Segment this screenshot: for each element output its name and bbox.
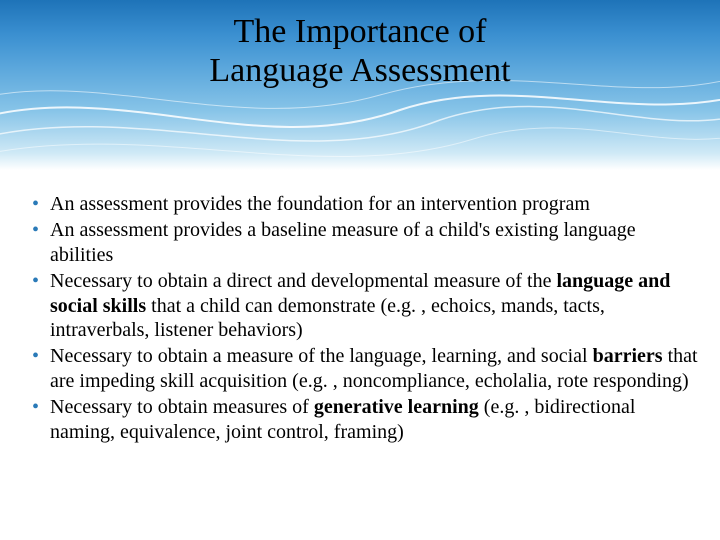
slide-body: An assessment provides the foundation fo… bbox=[28, 192, 702, 446]
slide-title: The Importance of Language Assessment bbox=[0, 12, 720, 90]
bullet-item: Necessary to obtain a measure of the lan… bbox=[28, 344, 702, 393]
bullet-text-bold: barriers bbox=[593, 345, 663, 367]
bullet-item: Necessary to obtain measures of generati… bbox=[28, 395, 702, 444]
bullet-text-pre: Necessary to obtain a direct and develop… bbox=[50, 270, 556, 292]
title-line-2: Language Assessment bbox=[209, 52, 510, 89]
bullet-item: Necessary to obtain a direct and develop… bbox=[28, 269, 702, 342]
bullet-item: An assessment provides the foundation fo… bbox=[28, 192, 702, 216]
title-line-1: The Importance of bbox=[234, 13, 487, 50]
bullet-text-pre: Necessary to obtain measures of bbox=[50, 396, 314, 418]
bullet-text-pre: Necessary to obtain a measure of the lan… bbox=[50, 345, 593, 367]
bullet-item: An assessment provides a baseline measur… bbox=[28, 218, 702, 267]
bullet-list: An assessment provides the foundation fo… bbox=[28, 192, 702, 444]
bullet-text-bold: generative learning bbox=[314, 396, 479, 418]
bullet-text-pre: An assessment provides a baseline measur… bbox=[50, 219, 636, 265]
slide: The Importance of Language Assessment An… bbox=[0, 0, 720, 540]
bullet-text-pre: An assessment provides the foundation fo… bbox=[50, 193, 590, 215]
